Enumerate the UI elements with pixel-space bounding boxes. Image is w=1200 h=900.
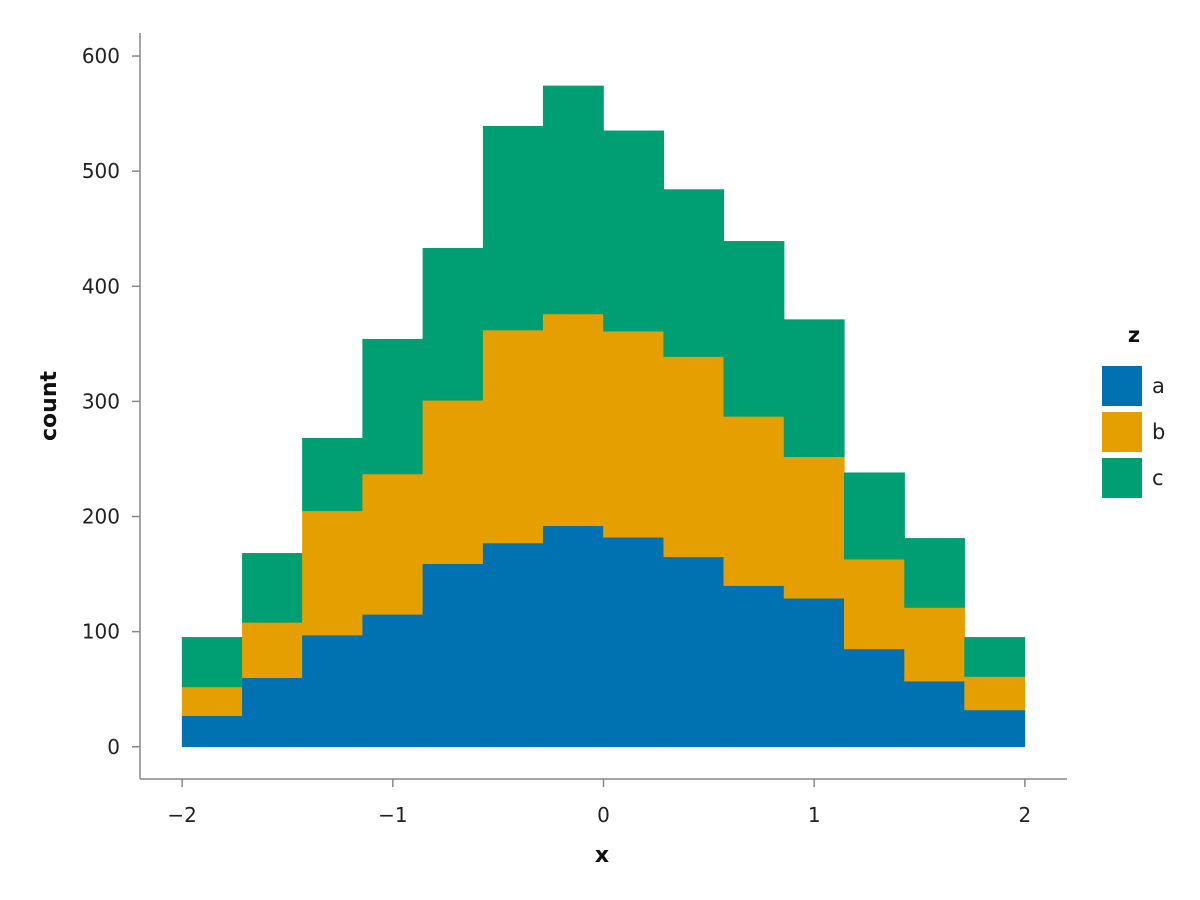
bar-c-bin-12 xyxy=(904,538,965,608)
bar-c-bin-0 xyxy=(181,637,243,688)
legend-label-a: a xyxy=(1152,374,1165,398)
bar-b-bin-11 xyxy=(844,558,905,650)
bar-c-bin-8 xyxy=(663,189,725,357)
bar-b-bin-13 xyxy=(964,676,1026,711)
bar-a-bin-3 xyxy=(362,614,424,748)
bar-a-bin-10 xyxy=(783,597,845,748)
legend-label-b: b xyxy=(1152,420,1165,444)
bar-c-bin-2 xyxy=(302,437,363,512)
x-tick-label: 2 xyxy=(1018,803,1031,827)
bar-b-bin-12 xyxy=(904,607,965,682)
bar-a-bin-13 xyxy=(964,709,1026,748)
legend-label-c: c xyxy=(1152,466,1164,490)
bar-a-bin-5 xyxy=(482,542,544,748)
bar-c-bin-10 xyxy=(783,319,845,457)
bar-a-bin-8 xyxy=(663,556,725,748)
legend-swatch-b xyxy=(1102,412,1142,452)
legend-swatch-a xyxy=(1102,366,1142,406)
x-tick-label: 1 xyxy=(808,803,821,827)
x-axis-ticks: −2 −1 0 1 2 xyxy=(167,779,1031,827)
y-tick-label: 300 xyxy=(82,389,120,413)
bar-b-bin-3 xyxy=(362,473,424,615)
bar-b-bin-2 xyxy=(302,510,363,636)
bar-a-bin-4 xyxy=(422,563,484,748)
y-tick-label: 0 xyxy=(107,735,120,759)
bar-b-bin-6 xyxy=(542,313,604,527)
bar-c-bin-9 xyxy=(723,241,785,417)
bar-b-bin-8 xyxy=(663,356,725,558)
bar-c-bin-1 xyxy=(242,553,303,623)
bar-c-bin-3 xyxy=(362,338,424,475)
x-axis-title: x xyxy=(595,843,609,868)
y-axis-title: count xyxy=(37,371,62,441)
bar-a-bin-9 xyxy=(723,585,785,748)
y-tick-label: 400 xyxy=(82,274,120,298)
bar-a-bin-1 xyxy=(242,677,303,748)
bar-c-bin-4 xyxy=(422,247,484,401)
bar-a-bin-2 xyxy=(302,634,363,748)
bar-b-bin-0 xyxy=(181,686,243,716)
bar-b-bin-4 xyxy=(422,399,484,565)
bar-c-bin-13 xyxy=(964,637,1026,677)
bar-a-bin-0 xyxy=(181,715,243,748)
legend-title: z xyxy=(1128,323,1140,347)
bar-b-bin-7 xyxy=(603,330,665,538)
bar-b-bin-5 xyxy=(482,329,544,544)
bar-c-bin-11 xyxy=(844,472,905,560)
bar-c-bin-5 xyxy=(482,125,544,331)
y-axis-ticks: 0 100 200 300 400 500 600 xyxy=(82,44,140,759)
x-tick-label: 0 xyxy=(597,803,610,827)
y-tick-label: 500 xyxy=(82,159,120,183)
x-tick-label: −1 xyxy=(378,803,407,827)
bar-a-bin-11 xyxy=(844,648,905,748)
y-tick-label: 100 xyxy=(82,620,120,644)
bar-b-bin-10 xyxy=(783,456,845,599)
bar-a-bin-7 xyxy=(603,536,665,748)
bar-a-bin-6 xyxy=(542,525,604,748)
bar-c-bin-7 xyxy=(603,130,665,332)
bar-c-bin-6 xyxy=(542,85,604,315)
legend: z abc xyxy=(1102,323,1165,498)
x-tick-label: −2 xyxy=(167,803,196,827)
bars-layer xyxy=(181,85,1026,748)
legend-swatch-c xyxy=(1102,458,1142,498)
bar-a-bin-12 xyxy=(904,680,965,748)
bar-b-bin-1 xyxy=(242,622,303,678)
y-tick-label: 600 xyxy=(82,44,120,68)
y-tick-label: 200 xyxy=(82,505,120,529)
bar-b-bin-9 xyxy=(723,416,785,586)
